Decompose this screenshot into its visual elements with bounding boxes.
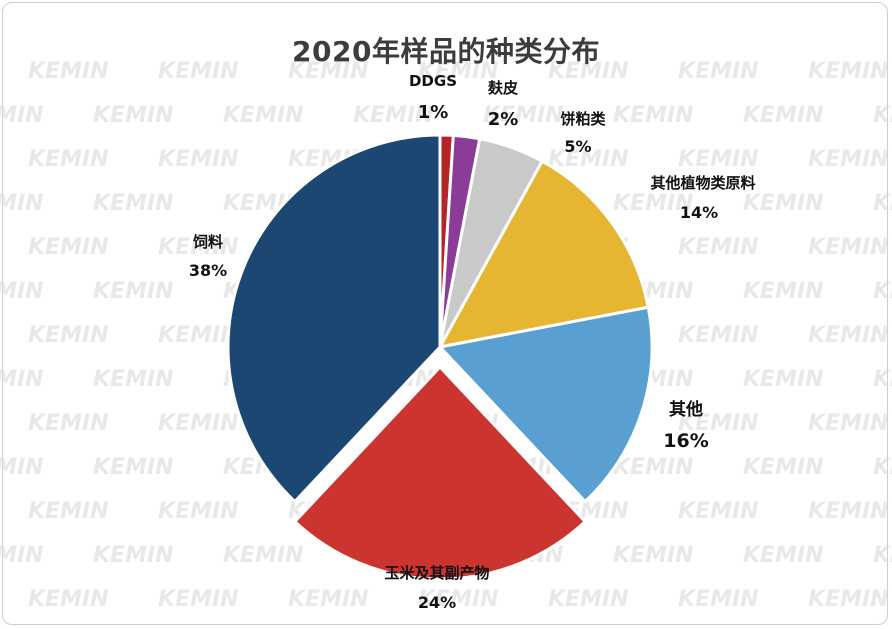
watermark-text: KEMIN [743,543,824,568]
watermark-text: KEMIN [613,455,694,480]
pie-slice-6 [226,133,442,504]
watermark-text: KEMIN [678,411,759,436]
watermark-text: KEMIN [808,587,889,612]
slice-label-name: DDGS [409,72,457,90]
watermark-text: KEMIN [808,323,889,348]
watermark-text: KEMIN [743,191,824,216]
slice-label-name: 饼粕类 [560,110,606,128]
watermark-text: KEMIN [158,235,239,260]
slice-label-value: 16% [663,430,708,452]
slice-label-name: 麸皮 [487,79,518,97]
watermark-text: KEMIN [93,103,174,128]
slice-label-name: 玉米及其副产物 [384,564,489,582]
watermark-text: KEMIN [0,455,44,480]
pie-slices [226,133,654,581]
watermark-text: KEMIN [0,191,44,216]
watermark-text: KEMIN [288,59,369,84]
watermark-text: KEMIN [743,455,824,480]
chart-title: 2020年样品的种类分布 [292,35,600,68]
watermark-text: KEMIN [223,543,304,568]
watermark-text: KEMIN [613,543,694,568]
slice-label-value: 1% [418,102,449,123]
watermark-text: KEMIN [93,367,174,392]
watermark-text: KEMIN [808,411,889,436]
watermark-text: KEMIN [743,279,824,304]
watermark-text: KEMIN [28,323,109,348]
watermark-text: KEMIN [158,323,239,348]
watermark-text: KEMIN [678,235,759,260]
watermark-text: KEMIN [418,59,499,84]
watermark-text: KEMIN [93,455,174,480]
watermark-text: KEMIN [678,59,759,84]
slice-label-value: 14% [680,203,718,222]
slice-label-value: 24% [418,593,456,612]
watermark-text: KEMIN [0,367,44,392]
watermark-text: KEMIN [28,147,109,172]
watermark-text: KEMIN [613,103,694,128]
pie-slice-3 [438,159,650,349]
watermark-text: KEMIN [158,411,239,436]
watermark-text: KEMIN [158,587,239,612]
watermark-text: KEMIN [808,235,889,260]
watermark-text: KEMIN [0,543,44,568]
watermark-text: KEMIN [353,103,434,128]
watermark-text: KEMIN [483,103,564,128]
watermark-text: KEMIN [158,59,239,84]
watermark-text: KEMIN [288,587,369,612]
watermark-text: KEMIN [678,499,759,524]
watermark-text: KEMIN [808,59,889,84]
watermark-text: KEMIN [678,147,759,172]
watermark-text: KEMIN [93,191,174,216]
watermark-text: KEMIN [418,587,499,612]
slice-label-name: 饲料 [192,233,223,251]
watermark-text: KEMIN [678,323,759,348]
watermark-text: KEMIN [873,543,892,568]
watermark-text: KEMIN [0,279,44,304]
watermark-text: KEMIN [613,191,694,216]
pie-slice-4 [438,305,654,504]
watermark-text: KEMIN [873,367,892,392]
watermark-text: KEMIN [808,147,889,172]
watermark-text: KEMIN [678,587,759,612]
watermark-text: KEMIN [28,59,109,84]
watermark-text: KEMIN [28,411,109,436]
watermark-text: KEMIN [873,279,892,304]
watermark-text: KEMIN [158,499,239,524]
watermark-text: KEMIN [743,367,824,392]
watermark-text: KEMIN [743,103,824,128]
watermark-text: KEMIN [93,543,174,568]
watermark-text: KEMIN [873,455,892,480]
slice-label-value: 2% [488,109,519,130]
watermark-text: KEMIN [158,147,239,172]
slice-label-name: 其他 [669,399,703,420]
watermark-text: KEMIN [873,191,892,216]
watermark-text: KEMIN [548,587,629,612]
watermark-text: KEMIN [0,103,44,128]
watermark-text: KEMIN [28,499,109,524]
watermark-text: KEMIN [28,587,109,612]
slice-label-value: 38% [189,261,227,280]
watermark-text: KEMIN [808,499,889,524]
watermark-text: KEMIN [223,103,304,128]
watermark-text: KEMIN [548,59,629,84]
watermark-text: KEMIN [873,103,892,128]
pie-labels: DDGS 1% 麸皮 2% 饼粕类 5% 其他植物类原料 14% 其他 16% 玉米及其副产物 24%… [189,72,756,612]
slice-label-value: 5% [564,137,591,156]
slice-label-name: 其他植物类原料 [650,174,755,192]
watermark-text: KEMIN [93,279,174,304]
watermark-text: KEMIN [548,147,629,172]
pie-slice-5 [293,365,587,581]
watermark-text: KEMIN [28,235,109,260]
